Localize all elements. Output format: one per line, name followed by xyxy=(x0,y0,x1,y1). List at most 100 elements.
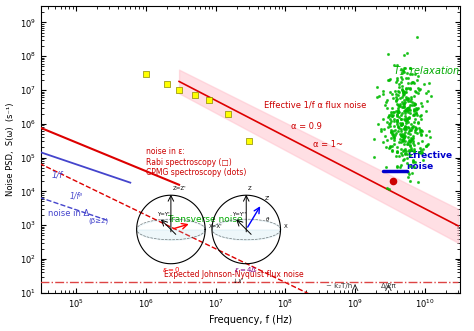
Point xyxy=(390,141,397,146)
Point xyxy=(406,98,413,104)
Point xyxy=(401,116,408,121)
Point xyxy=(385,113,392,118)
Point xyxy=(392,133,399,138)
Point xyxy=(382,144,390,149)
Point xyxy=(408,146,415,151)
Point xyxy=(375,93,383,98)
Point xyxy=(419,128,426,133)
Point xyxy=(396,110,403,115)
Point xyxy=(397,165,404,170)
Point xyxy=(386,123,394,129)
Point xyxy=(401,110,409,116)
Point xyxy=(393,118,401,123)
Point xyxy=(383,97,391,103)
Point xyxy=(401,126,408,131)
Point xyxy=(401,151,409,156)
Point xyxy=(394,92,401,97)
Point xyxy=(224,111,232,116)
Point xyxy=(417,127,425,132)
Point xyxy=(424,143,431,148)
Point xyxy=(401,123,409,129)
Point xyxy=(395,104,402,109)
Point xyxy=(392,130,399,135)
Point xyxy=(400,90,407,96)
Point xyxy=(410,119,418,124)
Point xyxy=(412,88,419,93)
Point xyxy=(404,109,411,115)
Point xyxy=(409,112,417,118)
Point xyxy=(397,116,404,121)
Point xyxy=(406,153,414,158)
Point xyxy=(401,118,409,123)
Point xyxy=(370,154,378,160)
Point xyxy=(384,124,392,130)
Point xyxy=(406,86,413,92)
Point xyxy=(401,66,409,71)
Point xyxy=(410,107,418,112)
Point xyxy=(405,148,412,154)
Point xyxy=(412,126,419,131)
Point xyxy=(396,137,404,142)
Point xyxy=(401,130,409,135)
Point xyxy=(410,102,418,108)
Point xyxy=(403,70,411,75)
Point xyxy=(402,108,410,113)
Point xyxy=(410,108,418,113)
Point xyxy=(401,133,408,138)
Point xyxy=(394,150,401,155)
Point xyxy=(416,86,423,91)
Point xyxy=(406,163,414,168)
Point xyxy=(406,107,414,113)
Point xyxy=(402,118,410,123)
Text: α = 1~: α = 1~ xyxy=(313,140,343,149)
Point xyxy=(397,126,405,131)
Point xyxy=(383,105,391,111)
Point xyxy=(387,121,394,126)
Point xyxy=(379,116,387,121)
Point xyxy=(399,99,406,105)
Point xyxy=(400,158,407,163)
Point xyxy=(392,98,400,104)
Point xyxy=(411,160,419,165)
Point xyxy=(389,132,396,137)
Point xyxy=(408,79,415,85)
Point xyxy=(393,164,401,169)
Point xyxy=(390,124,397,129)
Text: Δ/2π: Δ/2π xyxy=(381,283,396,289)
Point xyxy=(401,107,408,113)
Point xyxy=(406,143,413,149)
Point xyxy=(398,110,406,116)
Point xyxy=(393,148,401,154)
Point xyxy=(393,113,401,118)
Point xyxy=(415,119,422,124)
Point xyxy=(412,127,420,132)
Point xyxy=(387,111,395,117)
Point xyxy=(398,94,405,99)
Point xyxy=(402,86,410,91)
Point xyxy=(394,125,402,130)
Point xyxy=(395,126,402,131)
Point xyxy=(410,149,417,154)
Point xyxy=(205,98,212,103)
Point xyxy=(401,113,409,118)
Point xyxy=(397,116,405,121)
Point xyxy=(393,113,401,118)
Point xyxy=(398,104,406,109)
Point xyxy=(402,126,410,132)
Point xyxy=(407,102,414,108)
Point xyxy=(415,90,422,95)
Point xyxy=(400,136,408,141)
Point xyxy=(396,84,403,89)
Point xyxy=(399,138,407,144)
Point xyxy=(423,90,430,95)
Point xyxy=(398,133,406,138)
Point xyxy=(409,140,417,146)
Point xyxy=(412,107,420,113)
Point xyxy=(405,105,413,110)
Point xyxy=(384,51,392,57)
Text: Effective
noise: Effective noise xyxy=(407,151,452,170)
Point xyxy=(400,133,407,138)
Point xyxy=(410,112,418,118)
Point xyxy=(394,89,402,94)
Point xyxy=(393,102,401,107)
